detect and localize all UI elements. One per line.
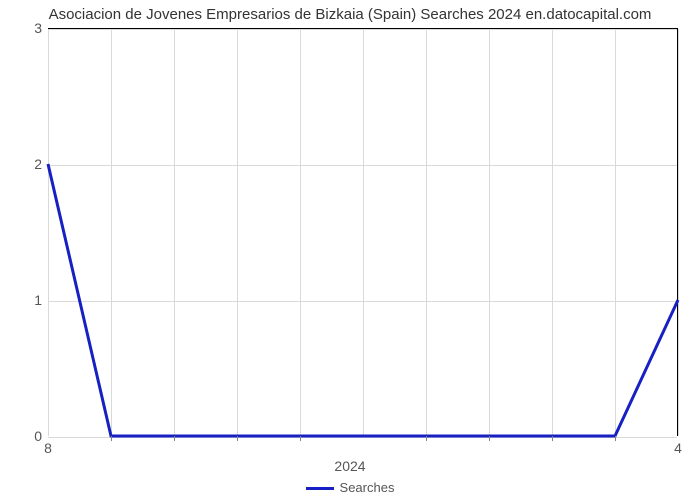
line-series [48, 28, 678, 436]
x-axis-center-label: 2024 [0, 458, 700, 474]
chart-title: Asociacion de Jovenes Empresarios de Biz… [0, 6, 700, 23]
x-minor-tick [237, 436, 238, 441]
legend-swatch [306, 487, 334, 490]
x-minor-tick [300, 436, 301, 441]
gridline-vertical [678, 29, 679, 436]
y-tick-label: 1 [12, 292, 42, 308]
x-minor-tick [615, 436, 616, 441]
chart-container: Asociacion de Jovenes Empresarios de Biz… [0, 0, 700, 500]
legend-label: Searches [340, 480, 395, 495]
x-tick-label-right: 4 [674, 440, 682, 456]
x-minor-tick [552, 436, 553, 441]
y-tick-label: 0 [12, 428, 42, 444]
x-minor-tick [426, 436, 427, 441]
legend: Searches [0, 480, 700, 495]
x-minor-tick [111, 436, 112, 441]
y-tick-label: 3 [12, 20, 42, 36]
x-minor-tick [174, 436, 175, 441]
series-line [48, 164, 678, 436]
y-tick-label: 2 [12, 156, 42, 172]
x-tick-label-left: 8 [44, 440, 52, 456]
x-minor-tick [489, 436, 490, 441]
